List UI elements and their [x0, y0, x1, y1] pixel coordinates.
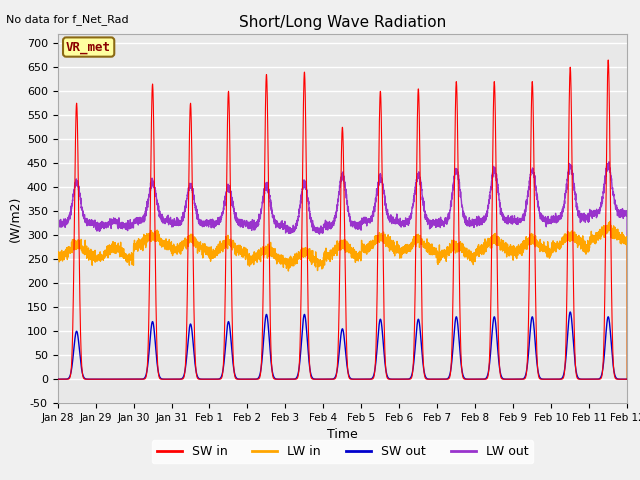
Text: No data for f_Net_Rad: No data for f_Net_Rad	[6, 14, 129, 25]
Y-axis label: (W/m2): (W/m2)	[8, 195, 21, 241]
Text: VR_met: VR_met	[66, 40, 111, 54]
Title: Short/Long Wave Radiation: Short/Long Wave Radiation	[239, 15, 446, 30]
Legend: SW in, LW in, SW out, LW out: SW in, LW in, SW out, LW out	[152, 441, 533, 464]
X-axis label: Time: Time	[327, 429, 358, 442]
